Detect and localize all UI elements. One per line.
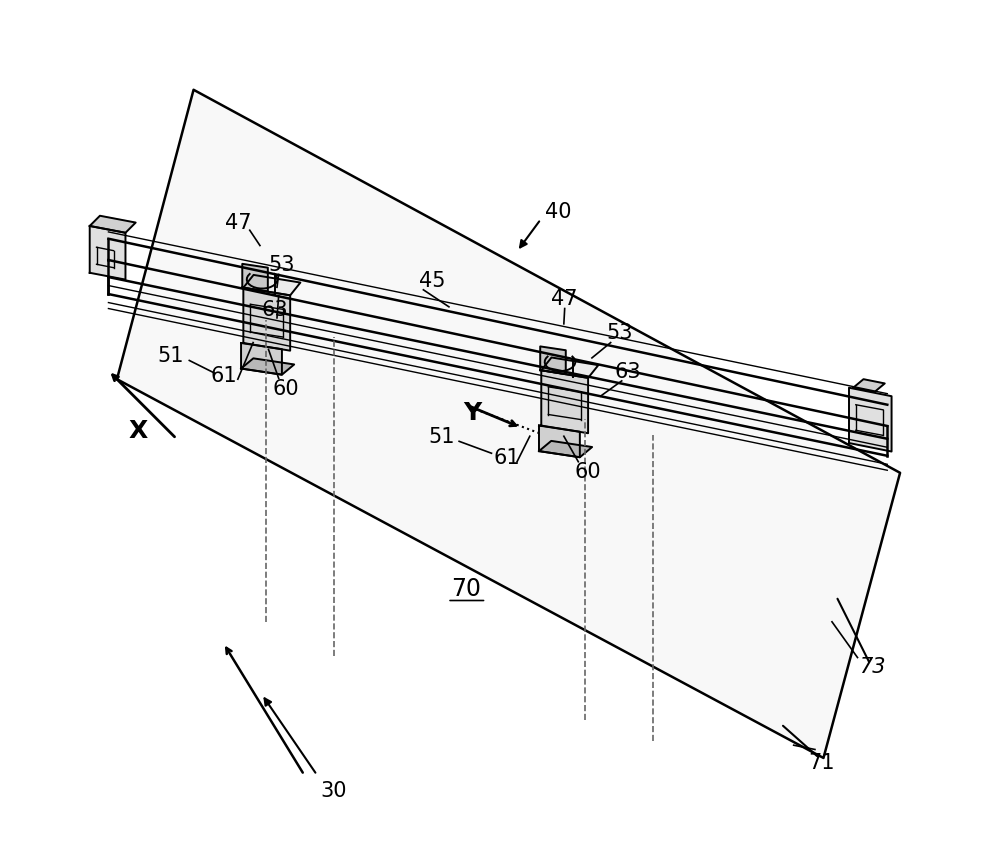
- Text: 45: 45: [419, 270, 445, 290]
- Text: 53: 53: [268, 255, 294, 275]
- Text: 61: 61: [210, 365, 237, 386]
- Text: 47: 47: [225, 212, 251, 232]
- Text: X: X: [129, 419, 148, 443]
- Polygon shape: [539, 441, 592, 458]
- Polygon shape: [90, 217, 136, 234]
- Text: Y: Y: [464, 400, 482, 424]
- Polygon shape: [241, 344, 282, 375]
- Text: 51: 51: [429, 426, 455, 447]
- Polygon shape: [539, 426, 580, 458]
- Polygon shape: [243, 288, 290, 351]
- Text: 30: 30: [321, 780, 347, 800]
- Text: 70: 70: [451, 576, 481, 600]
- Text: 63: 63: [261, 299, 288, 319]
- Polygon shape: [541, 358, 598, 379]
- Polygon shape: [117, 90, 900, 758]
- Text: 40: 40: [545, 202, 571, 223]
- Polygon shape: [849, 388, 892, 452]
- Text: 73: 73: [859, 656, 885, 676]
- Polygon shape: [90, 227, 125, 281]
- Text: 51: 51: [157, 346, 184, 366]
- Text: 61: 61: [493, 448, 520, 468]
- Polygon shape: [853, 380, 885, 392]
- Polygon shape: [541, 371, 588, 433]
- Polygon shape: [242, 264, 268, 293]
- Text: 60: 60: [574, 461, 601, 482]
- Polygon shape: [241, 359, 294, 375]
- Text: 47: 47: [551, 289, 577, 309]
- Polygon shape: [540, 347, 566, 374]
- Text: 53: 53: [606, 323, 632, 343]
- Text: 63: 63: [614, 362, 641, 381]
- Polygon shape: [243, 276, 300, 296]
- Text: 60: 60: [272, 378, 299, 398]
- Text: 71: 71: [809, 752, 835, 772]
